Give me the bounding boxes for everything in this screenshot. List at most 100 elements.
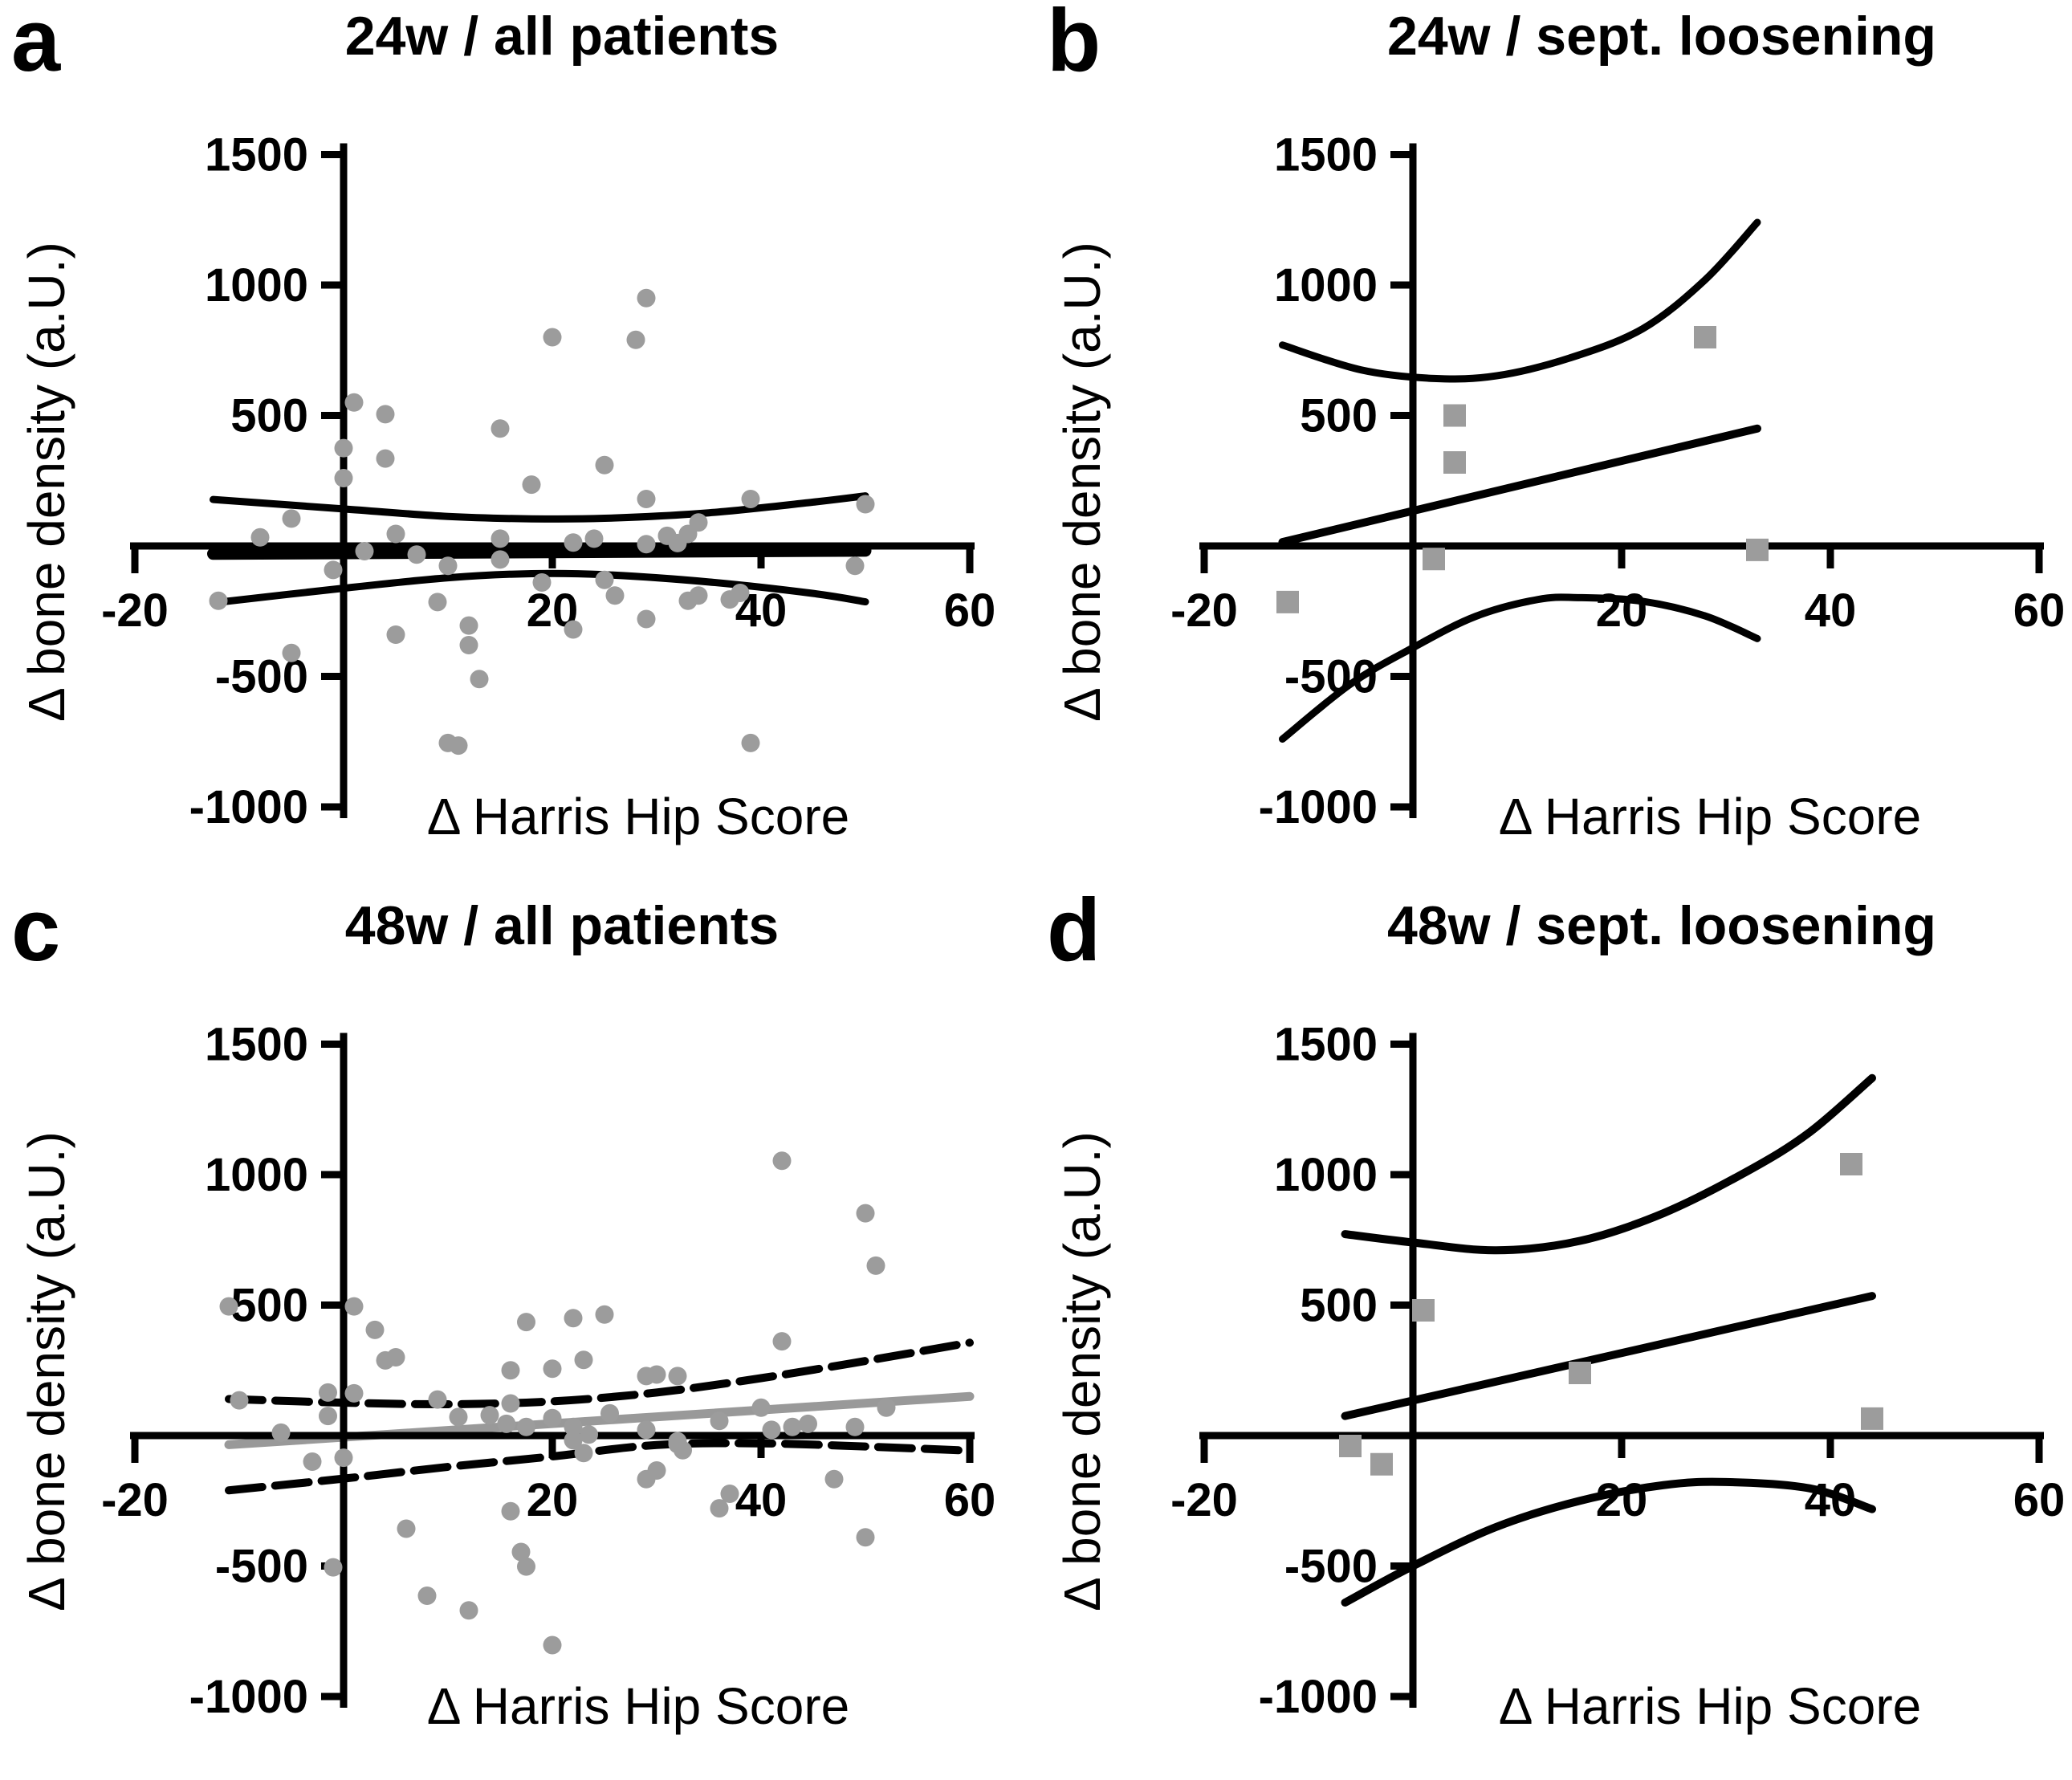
ci-upper-confidence-curve bbox=[1341, 1073, 1876, 1255]
data-point-circle bbox=[668, 1367, 687, 1386]
data-point-circle bbox=[470, 670, 489, 689]
y-tick-label: -1000 bbox=[1259, 781, 1378, 833]
data-point-square bbox=[1861, 1407, 1883, 1430]
data-point-circle bbox=[741, 733, 760, 752]
data-point-square bbox=[1694, 326, 1716, 348]
y-tick-label: 1500 bbox=[205, 1019, 308, 1071]
fit-curves bbox=[1278, 218, 1761, 743]
y-tick-label: 1000 bbox=[1274, 1149, 1378, 1201]
data-point-circle bbox=[501, 1501, 520, 1521]
data-point-circle bbox=[595, 1305, 614, 1324]
panel-d-plot: 1500 1000 500 -500 -1000 -20 20 40 60 bbox=[1170, 1019, 2065, 1724]
data-point-circle bbox=[637, 535, 656, 554]
data-point-circle bbox=[637, 490, 656, 508]
panel-c-title: 48w / all patients bbox=[344, 895, 780, 956]
panel-b-plot: 1500 1000 500 -500 -1000 -20 20 40 60 bbox=[1170, 129, 2065, 834]
data-point-circle bbox=[344, 1383, 364, 1403]
y-tick-label: -500 bbox=[1284, 651, 1378, 703]
data-point-circle bbox=[866, 1256, 885, 1275]
data-point-circle bbox=[574, 1444, 593, 1463]
y-tick-label: -1000 bbox=[1259, 1671, 1378, 1723]
y-tick-label: 1000 bbox=[205, 259, 308, 312]
data-point-circle bbox=[564, 1431, 583, 1450]
data-point-square bbox=[1412, 1299, 1435, 1322]
data-point-circle bbox=[319, 1383, 337, 1402]
data-point-circle bbox=[877, 1398, 896, 1417]
x-tick-label: 60 bbox=[944, 585, 996, 637]
data-point-circle bbox=[543, 1408, 562, 1428]
data-point-circle bbox=[762, 1420, 781, 1440]
data-point-circle bbox=[334, 438, 353, 458]
panel-b-title: 24w / sept. loosening bbox=[1387, 6, 1936, 67]
data-point-circle bbox=[689, 586, 708, 605]
data-point-circle bbox=[480, 1406, 499, 1425]
panel-a-x-axis-label: Δ Harris Hip Score bbox=[426, 788, 850, 845]
data-point-square bbox=[1370, 1452, 1393, 1476]
data-point-circle bbox=[605, 586, 625, 605]
data-point-circle bbox=[720, 1484, 739, 1503]
panel-d: d 48w / sept. loosening Δ bone density (… bbox=[1036, 882, 2072, 1780]
fit-curves bbox=[1341, 1073, 1876, 1607]
data-point-circle bbox=[449, 736, 468, 756]
data-point-circle bbox=[319, 1407, 337, 1426]
x-tick-label: 60 bbox=[2013, 585, 2066, 637]
data-point-circle bbox=[334, 1448, 353, 1468]
panel-c-plot: 1500 1000 500 -500 -1000 -20 20 40 60 bbox=[101, 1019, 995, 1724]
ci-upper-confidence-curve bbox=[225, 1338, 974, 1409]
data-point-circle bbox=[417, 1587, 437, 1606]
data-points bbox=[209, 288, 875, 756]
data-point-circle bbox=[845, 556, 865, 576]
data-point-circle bbox=[600, 1403, 619, 1423]
y-tick-label: 1500 bbox=[1274, 1019, 1378, 1071]
data-point-circle bbox=[574, 1350, 593, 1370]
data-point-circle bbox=[355, 542, 374, 560]
y-tick-label: 500 bbox=[1300, 1280, 1378, 1332]
data-point-circle bbox=[799, 1414, 817, 1433]
x-tick-label: -20 bbox=[101, 585, 169, 637]
x-tick-label: 20 bbox=[1596, 585, 1648, 637]
data-point-circle bbox=[647, 1461, 666, 1481]
panel-a-letter: a bbox=[11, 0, 61, 90]
data-point-square bbox=[1569, 1362, 1591, 1384]
data-point-circle bbox=[428, 593, 447, 612]
regression-line bbox=[207, 544, 872, 560]
x-tick-label: -20 bbox=[101, 1474, 169, 1526]
data-point-circle bbox=[856, 495, 875, 514]
data-point-circle bbox=[271, 1423, 291, 1442]
x-tick-label: 60 bbox=[2013, 1474, 2066, 1526]
y-tick-label: -500 bbox=[215, 1541, 308, 1593]
data-point-circle bbox=[438, 556, 458, 576]
x-tick-label: 40 bbox=[1805, 585, 1857, 637]
data-point-circle bbox=[564, 1417, 583, 1436]
data-point-circle bbox=[282, 643, 301, 662]
y-tick-label: 1000 bbox=[1274, 259, 1378, 312]
panel-c-x-axis-label: Δ Harris Hip Score bbox=[426, 1677, 850, 1735]
panel-b-letter: b bbox=[1047, 0, 1101, 90]
data-point-circle bbox=[282, 509, 301, 528]
data-point-circle bbox=[772, 1332, 792, 1351]
data-point-square bbox=[1840, 1153, 1862, 1175]
panel-a: a 24w / all patients Δ bone density (a.U… bbox=[0, 0, 1036, 890]
data-point-circle bbox=[824, 1469, 844, 1489]
data-point-square bbox=[1276, 590, 1299, 613]
data-point-circle bbox=[344, 1297, 364, 1316]
data-point-circle bbox=[564, 1309, 583, 1328]
data-points bbox=[219, 1151, 896, 1655]
panel-d-letter: d bbox=[1047, 881, 1101, 980]
data-point-circle bbox=[543, 1359, 562, 1379]
data-point-circle bbox=[386, 1348, 405, 1367]
panel-a-title: 24w / all patients bbox=[344, 6, 780, 67]
y-tick-label: 1000 bbox=[205, 1149, 308, 1201]
panel-c-letter: c bbox=[11, 881, 61, 980]
data-point-square bbox=[1443, 404, 1466, 427]
y-tick-label: -500 bbox=[1284, 1541, 1378, 1593]
data-points bbox=[1276, 326, 1769, 613]
data-point-circle bbox=[564, 620, 583, 639]
data-point-circle bbox=[637, 609, 656, 629]
data-point-circle bbox=[511, 1542, 531, 1562]
